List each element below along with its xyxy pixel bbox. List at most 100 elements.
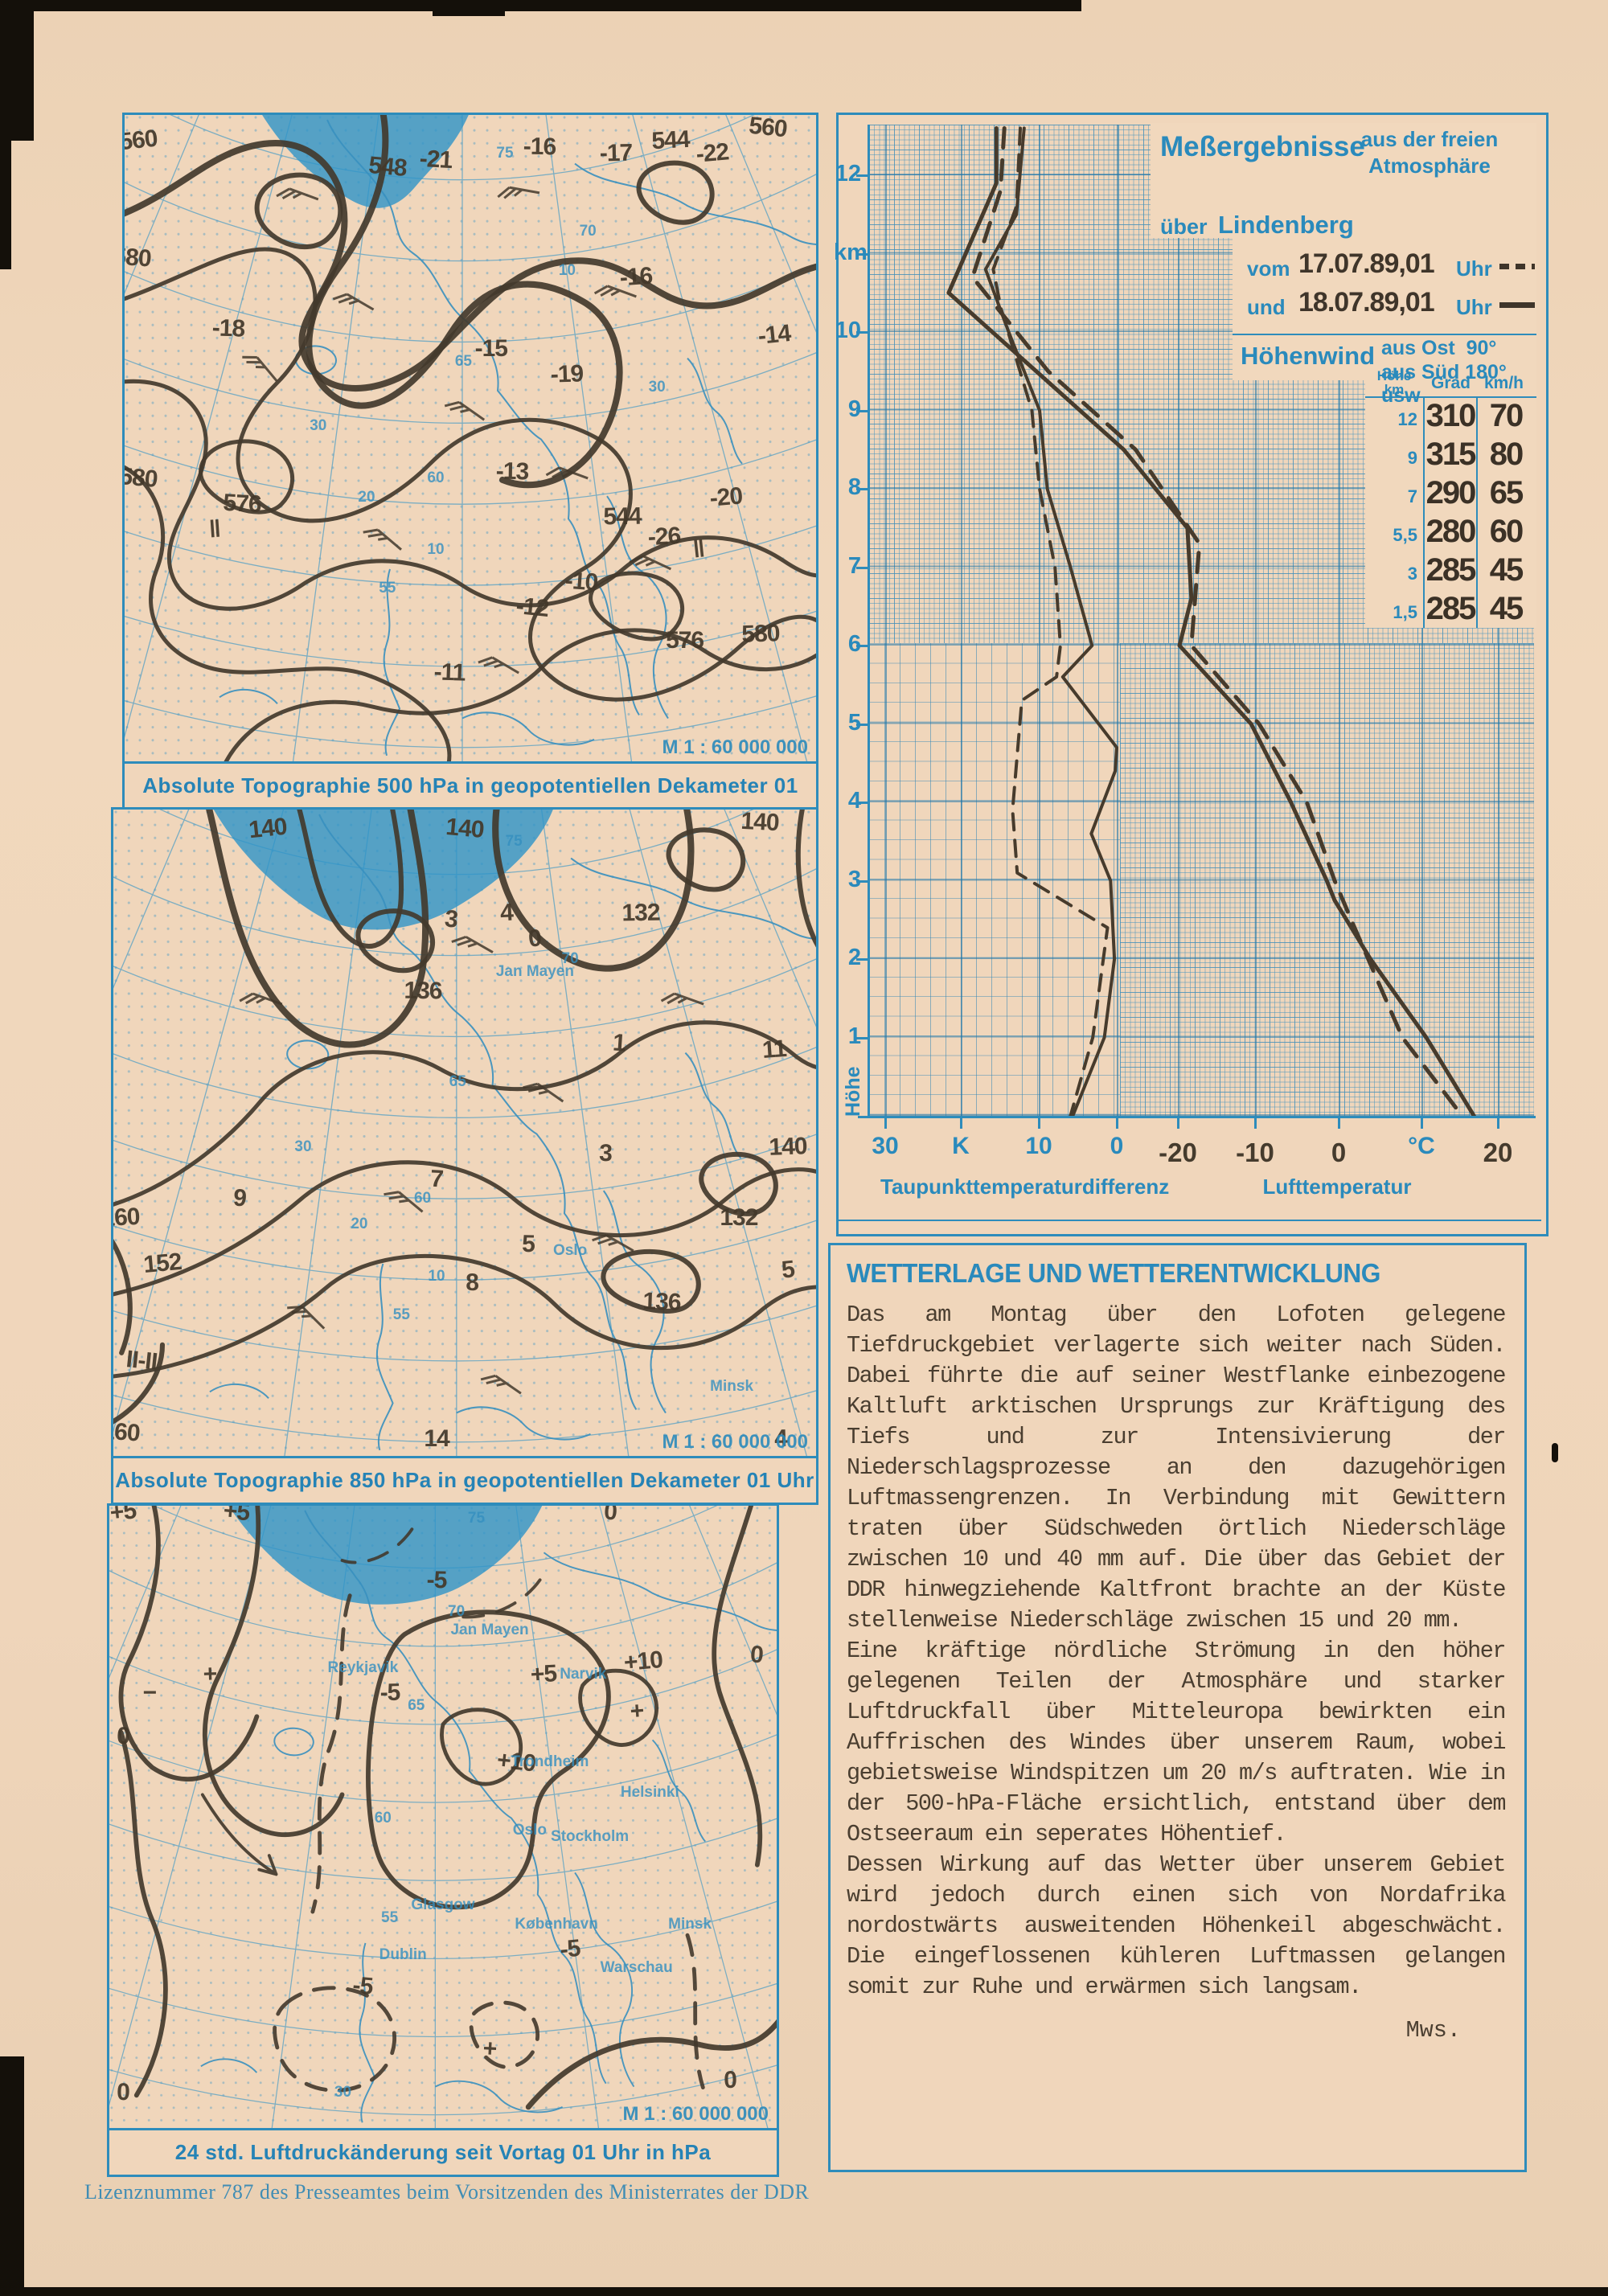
map-geo-label: 65 [454,352,472,370]
map-geo-label: 30 [310,417,327,435]
y-tick-mark [856,802,869,804]
y-axis-line [868,125,870,1118]
weather-report-signature: Mws. [1405,2017,1461,2044]
map-500hpa: 560 548 -21 -16 -17 544 -22 560 580 -18 -15 -19 -16-… [125,115,816,764]
map-contour-label: 3 [443,905,459,933]
map-contour-label: 544 [651,126,691,155]
map-contour-label: 0 [527,925,543,953]
map-contour-label: -26 [646,522,681,551]
map-contour-label: 160 [113,1417,141,1447]
x-tick-mark [960,1116,962,1129]
y-tick-mark [856,879,869,883]
map-box-pressure-change: +5 +5 0 -5 -5 +5 +10 +10 0 0− + + -5 -5 +0 0 75 70 65 60 55 3… [107,1503,779,2177]
map-contour-label: 0 [602,1506,617,1526]
y-tick-label: km [834,239,868,265]
y-tick-label: 10 [835,318,861,343]
map-contour-label: 560 [125,125,159,156]
map-contour-label: 1 [612,1029,627,1057]
station-prefix: über [1160,215,1208,239]
dates-box [1233,238,1536,334]
map-geo-label: 75 [505,833,523,851]
map-contour-label: 544 [603,502,642,531]
x-tick-label: -10 [1236,1138,1274,1167]
major-gridline [885,125,887,1116]
map-geo-label: Narvik [560,1665,607,1683]
map-contour-label: + [202,1660,217,1688]
map-contour-label: -17 [599,140,633,167]
map-contour-label: 9 [232,1184,248,1212]
y-tick-label: 8 [847,474,861,500]
y-tick-mark [856,1036,869,1039]
map-contour-label: 580 [125,242,152,273]
map-geo-label: 55 [379,580,396,597]
y-tick-mark [856,174,869,177]
row1-prefix: vom [1247,256,1290,281]
map-contour-label: -5 [379,1679,400,1707]
major-gridline [1255,125,1257,1116]
map-contour-label: 152 [142,1248,183,1278]
wind-speed: 60 [1489,514,1524,549]
wind-direction: 280 [1425,514,1477,549]
scan-edge-top-blob [433,0,505,16]
map-500hpa-svg [125,115,816,764]
y-tick-mark [856,252,869,256]
map-contour-label: -18 [211,314,245,342]
map-geo-label: Minsk [668,1915,712,1933]
map-geo-label: Jan Mayen [450,1622,529,1639]
y-axis-title: Höhe [842,1066,864,1117]
map-contour-label: -20 [708,482,744,512]
map-contour-label: +5 [529,1659,557,1688]
map-contour-label: 140 [740,810,780,837]
header-box [1151,123,1536,238]
map-scale-label: M 1 : 60 000 000 [622,2103,769,2125]
wind-col1a: Höhe [1376,368,1412,383]
wind-direction: 290 [1425,475,1477,510]
x-tick-mark [1254,1116,1257,1129]
scan-edge-bottomleft [0,2056,24,2296]
map-contour-label: 132 [621,899,660,927]
wind-direction: 285 [1425,552,1477,588]
map-contour-label: 0 [116,2079,129,2106]
map-850hpa-svg [113,810,816,1458]
map-geo-label: 65 [449,1072,466,1090]
windtable-box [1365,368,1536,628]
map-geo-label: 60 [427,469,445,486]
wind-speed: 45 [1489,552,1524,588]
map-contour-label: -19 [550,360,585,388]
y-tick-label: 1 [847,1023,861,1049]
y-tick-label: 12 [835,161,861,187]
map-pressure-change: +5 +5 0 -5 -5 +5 +10 +10 0 0− + + -5 -5 +0 0 75 70 65 60 55 3… [109,1506,777,2130]
x-tick-label: 30 [872,1133,899,1159]
wind-note1: aus Ost 90° [1381,337,1497,359]
map-pressure-change-svg [109,1506,777,2130]
legend-solid-sample [1499,302,1535,308]
map-contour-label: 3 [598,1139,613,1166]
map-contour-label: + [482,2035,498,2063]
map-contour-label: 5 [521,1230,535,1257]
x-tick-label: K [952,1133,970,1159]
major-gridline [1339,125,1340,1116]
wind-direction: 310 [1425,398,1477,433]
map-contour-label: 576 [666,626,704,654]
map-caption-pressure-change: 24 std. Luftdruckänderung seit Vortag 01… [109,2128,777,2175]
map-geo-label: 30 [648,378,666,396]
table-header-rule [1365,396,1536,398]
map-contour-label: +5 [109,1506,137,1527]
map-contour-label: -5 [558,1934,581,1963]
license-footer: Lizenznummer 787 des Presseamtes beim Vo… [84,2180,810,2204]
map-geo-label: 75 [467,1509,486,1527]
map-geo-label: Oslo [512,1822,548,1839]
map-contour-label: 0 [723,2066,737,2093]
x-tick-mark [1497,1116,1499,1129]
map-geo-label: 55 [381,1909,399,1926]
table-col-rule-2 [1476,398,1478,628]
y-tick-mark [856,488,869,490]
map-contour-label: 8 [465,1269,478,1297]
map-contour-label: -22 [695,138,730,169]
weather-report-body: Das am Montag über den Lofoten gelegene … [847,1300,1507,2003]
major-gridline [1039,125,1040,1116]
wind-height: 3 [1407,564,1417,584]
chart-subtitle: aus der freien Atmosphäre [1329,126,1530,179]
map-geo-label: Dublin [379,1946,427,1964]
y-tick-mark [856,331,869,334]
